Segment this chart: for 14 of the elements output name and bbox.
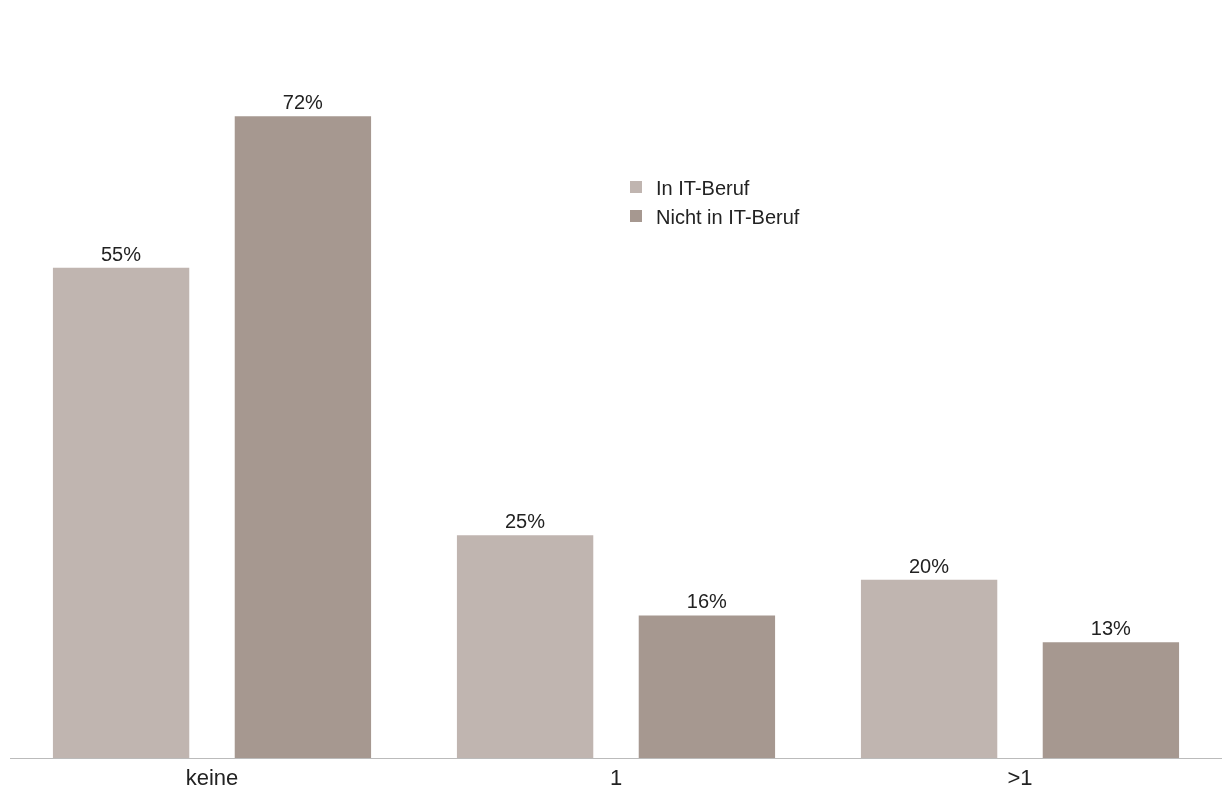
bar <box>638 615 776 758</box>
data-label: 20% <box>908 554 950 577</box>
bar <box>1042 642 1180 758</box>
data-label: 13% <box>1090 617 1132 640</box>
x-tick-label: >1 <box>1007 765 1033 791</box>
data-label: 72% <box>282 91 324 114</box>
data-label: 16% <box>686 590 728 613</box>
x-tick-label: keine <box>185 765 239 791</box>
legend-label: In IT-Beruf <box>656 176 750 199</box>
data-label: 25% <box>504 510 546 533</box>
data-label: 55% <box>100 242 142 265</box>
bar <box>234 116 372 758</box>
x-tick-label: 1 <box>609 765 623 791</box>
legend-label: Nicht in IT-Beruf <box>656 205 800 228</box>
